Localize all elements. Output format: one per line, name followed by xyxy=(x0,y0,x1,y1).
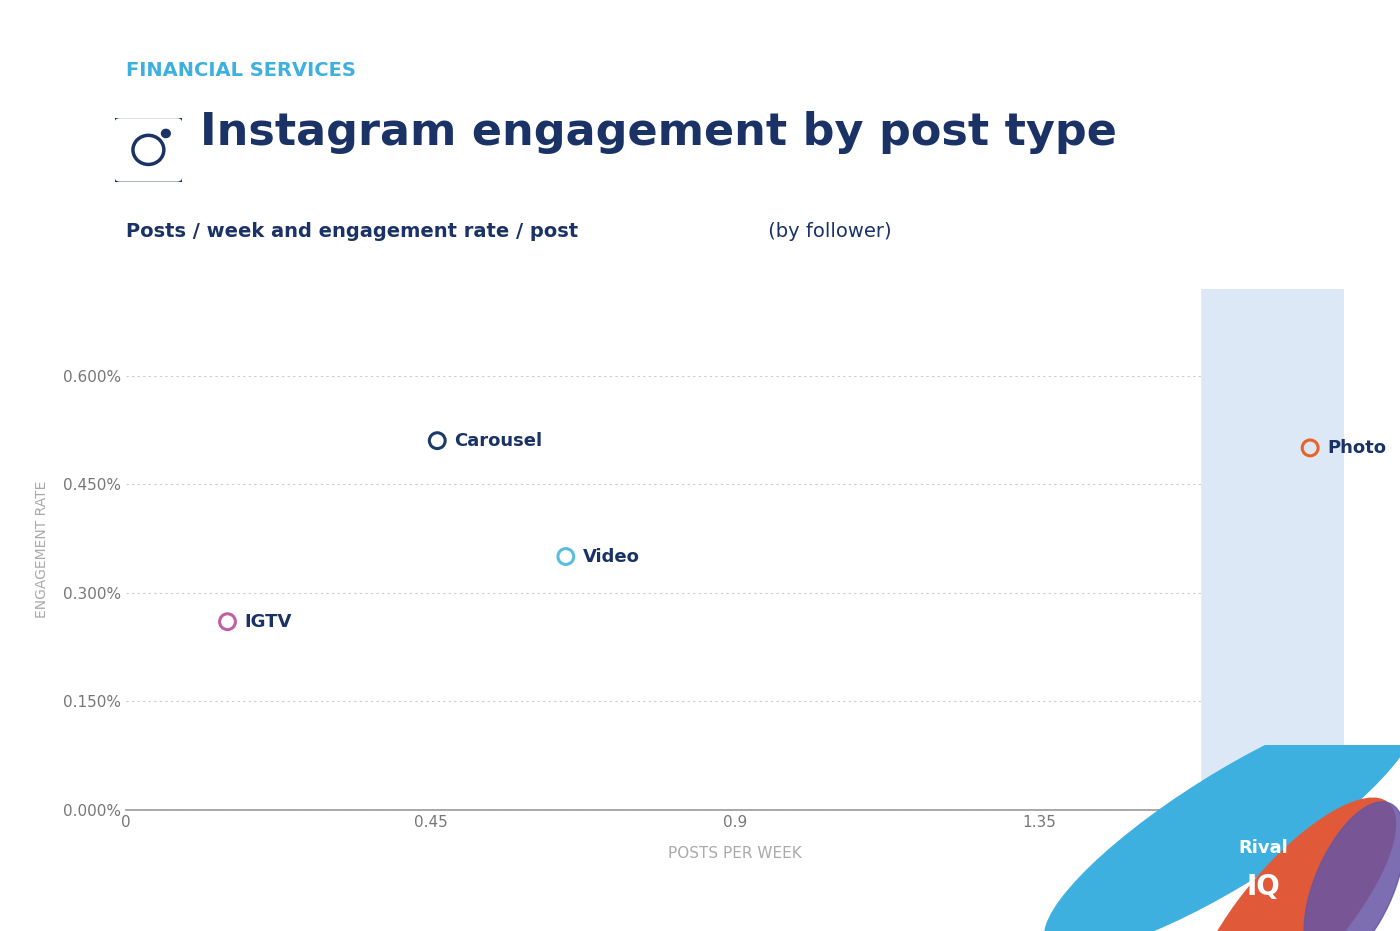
Y-axis label: ENGAGEMENT RATE: ENGAGEMENT RATE xyxy=(35,480,49,618)
Circle shape xyxy=(1201,0,1400,931)
Text: Posts / week and engagement rate / post: Posts / week and engagement rate / post xyxy=(126,222,578,240)
Point xyxy=(216,614,238,629)
Text: Photo: Photo xyxy=(1327,439,1386,457)
Text: IGTV: IGTV xyxy=(245,613,291,630)
Ellipse shape xyxy=(1044,705,1400,931)
Text: (by follower): (by follower) xyxy=(762,222,892,240)
Point xyxy=(554,549,577,564)
Text: Instagram engagement by post type: Instagram engagement by post type xyxy=(200,111,1117,154)
Text: IQ: IQ xyxy=(1246,873,1281,901)
Text: Rival: Rival xyxy=(1239,839,1288,857)
Text: FINANCIAL SERVICES: FINANCIAL SERVICES xyxy=(126,61,356,79)
Point xyxy=(426,433,448,448)
Circle shape xyxy=(161,129,171,138)
Point xyxy=(1299,440,1322,455)
Ellipse shape xyxy=(1305,802,1400,931)
X-axis label: POSTS PER WEEK: POSTS PER WEEK xyxy=(668,846,802,861)
Ellipse shape xyxy=(1193,798,1396,931)
Text: Video: Video xyxy=(582,547,640,565)
Text: Carousel: Carousel xyxy=(454,432,542,450)
